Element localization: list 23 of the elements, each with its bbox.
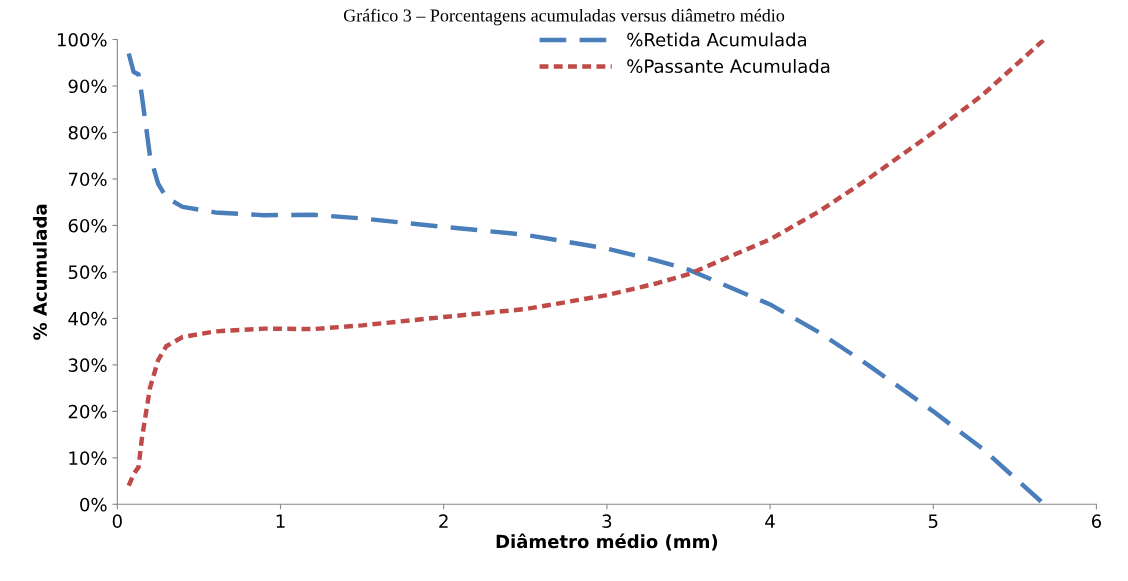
x-tick-label: 3: [602, 514, 612, 529]
x-tick-label: 5: [928, 514, 938, 529]
y-tick-label: 30%: [68, 358, 107, 372]
y-tick-label: 10%: [69, 451, 107, 465]
y-tick-label: 0%: [80, 497, 107, 512]
x-axis-title: Diâmetro médio (mm): [496, 533, 718, 551]
y-tick-label: 50%: [68, 265, 107, 280]
x-tick-label: 6: [1091, 514, 1102, 529]
chart-title: Gráfico 3 – Porcentagens acumuladas versus diâmetro médio: [343, 8, 785, 26]
legend-label: %Passante Acumulada: [627, 59, 830, 73]
y-tick-label: 100%: [57, 32, 107, 47]
y-axis-title: % Acumulada: [32, 204, 47, 340]
y-tick-label: 80%: [68, 125, 107, 140]
y-tick-label: 20%: [68, 404, 107, 419]
y-tick-label: 60%: [68, 218, 107, 233]
x-tick-label: 2: [439, 514, 448, 528]
x-tick-label: 0: [112, 514, 122, 529]
x-tick-label: 4: [765, 514, 775, 528]
y-tick-label: 70%: [68, 172, 107, 187]
legend-label: %Retida Acumulada: [627, 32, 806, 47]
y-tick-label: 40%: [68, 311, 107, 326]
y-tick-label: 90%: [68, 79, 107, 94]
x-tick-label: 1: [276, 514, 285, 528]
